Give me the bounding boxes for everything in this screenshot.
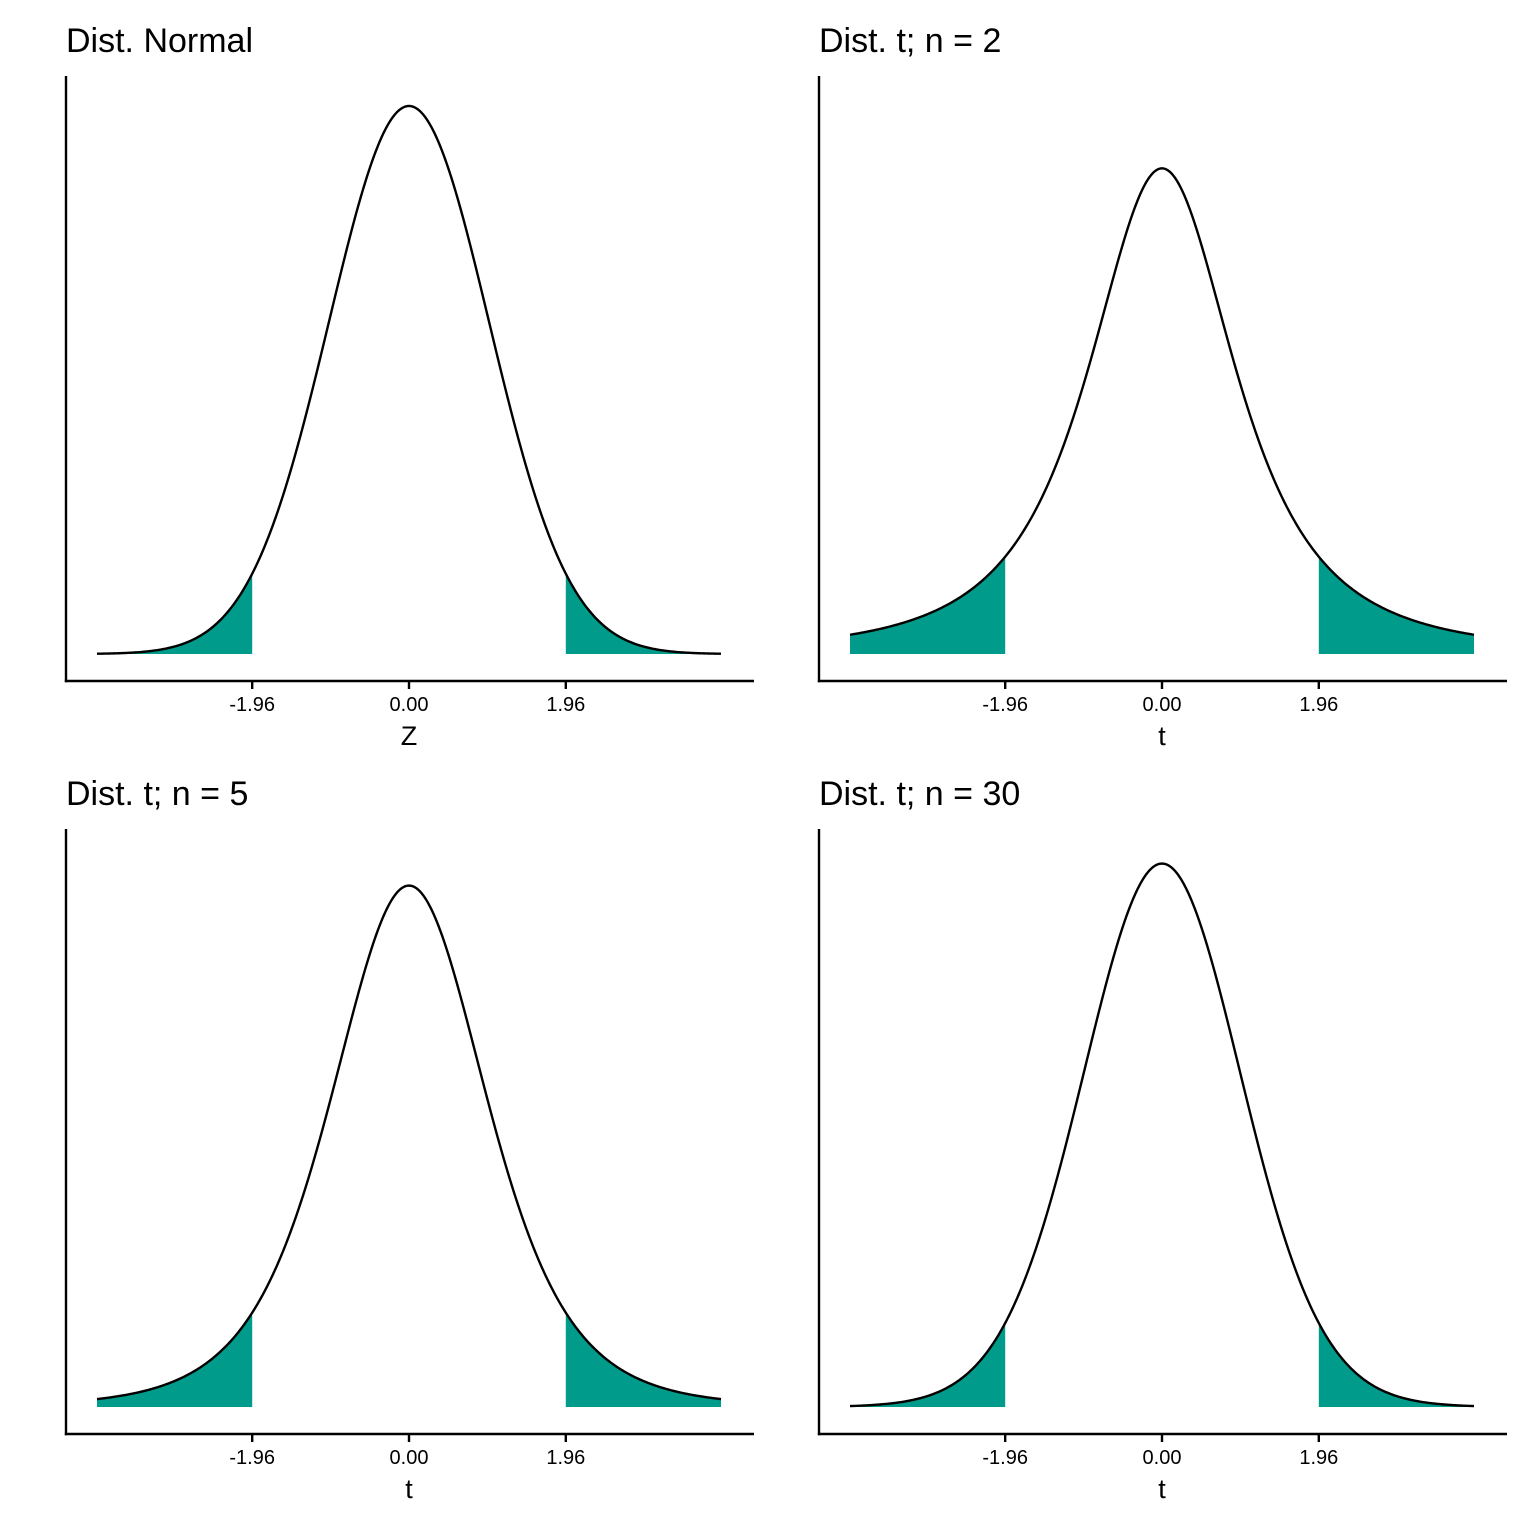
panel-title: Dist. t; n = 5 xyxy=(66,775,249,813)
left-tail-area xyxy=(850,556,1006,654)
x-tick-label: 1.96 xyxy=(546,1447,585,1469)
right-tail-area xyxy=(565,1312,721,1407)
right-tail-area xyxy=(1318,1323,1474,1407)
density-plot: -1.96 0.00 1.96 Z xyxy=(64,76,754,751)
left-tail-area xyxy=(97,1312,253,1407)
x-tick-label: 0.00 xyxy=(390,694,429,716)
density-curve xyxy=(96,884,722,1401)
panel-title: Dist. Normal xyxy=(66,22,254,60)
right-tail-area xyxy=(1318,556,1474,654)
density-curve xyxy=(96,104,722,655)
x-tick-label: 1.96 xyxy=(546,694,585,716)
x-tick-label: -1.96 xyxy=(229,694,275,716)
x-axis-label: t xyxy=(405,1474,413,1504)
panel-title: Dist. t; n = 30 xyxy=(819,775,1021,813)
x-tick-label: 0.00 xyxy=(1143,1447,1182,1469)
x-axis-label: Z xyxy=(401,721,418,751)
density-plot: -1.96 0.00 1.96 t xyxy=(817,829,1507,1504)
x-axis-label: t xyxy=(1158,1474,1166,1504)
panel-t-n5: Dist. t; n = 5 -1.96 0.00 1.96 t xyxy=(0,753,754,1507)
x-axis-label: t xyxy=(1158,721,1166,751)
x-tick-label: 0.00 xyxy=(390,1447,429,1469)
x-tick-label: -1.96 xyxy=(229,1447,275,1469)
panel-title: Dist. t; n = 2 xyxy=(819,22,1002,60)
x-tick-label: -1.96 xyxy=(982,694,1028,716)
left-tail-area xyxy=(850,1323,1006,1407)
x-tick-label: 1.96 xyxy=(1299,1447,1338,1469)
x-tick-label: 0.00 xyxy=(1143,694,1182,716)
x-tick-label: 1.96 xyxy=(1299,694,1338,716)
panel-normal: Dist. Normal -1.96 0.00 1.96 Z xyxy=(0,0,754,754)
density-curve xyxy=(849,167,1475,636)
x-tick-label: -1.96 xyxy=(982,1447,1028,1469)
panel-t-n2: Dist. t; n = 2 -1.96 0.00 1.96 t xyxy=(753,0,1507,754)
density-plot: -1.96 0.00 1.96 t xyxy=(817,76,1507,751)
density-plot: -1.96 0.00 1.96 t xyxy=(64,829,754,1504)
right-tail-area xyxy=(565,573,721,654)
left-tail-area xyxy=(97,573,253,654)
density-curve xyxy=(849,862,1475,1408)
panel-t-n30: Dist. t; n = 30 -1.96 0.00 1.96 t xyxy=(753,753,1507,1507)
